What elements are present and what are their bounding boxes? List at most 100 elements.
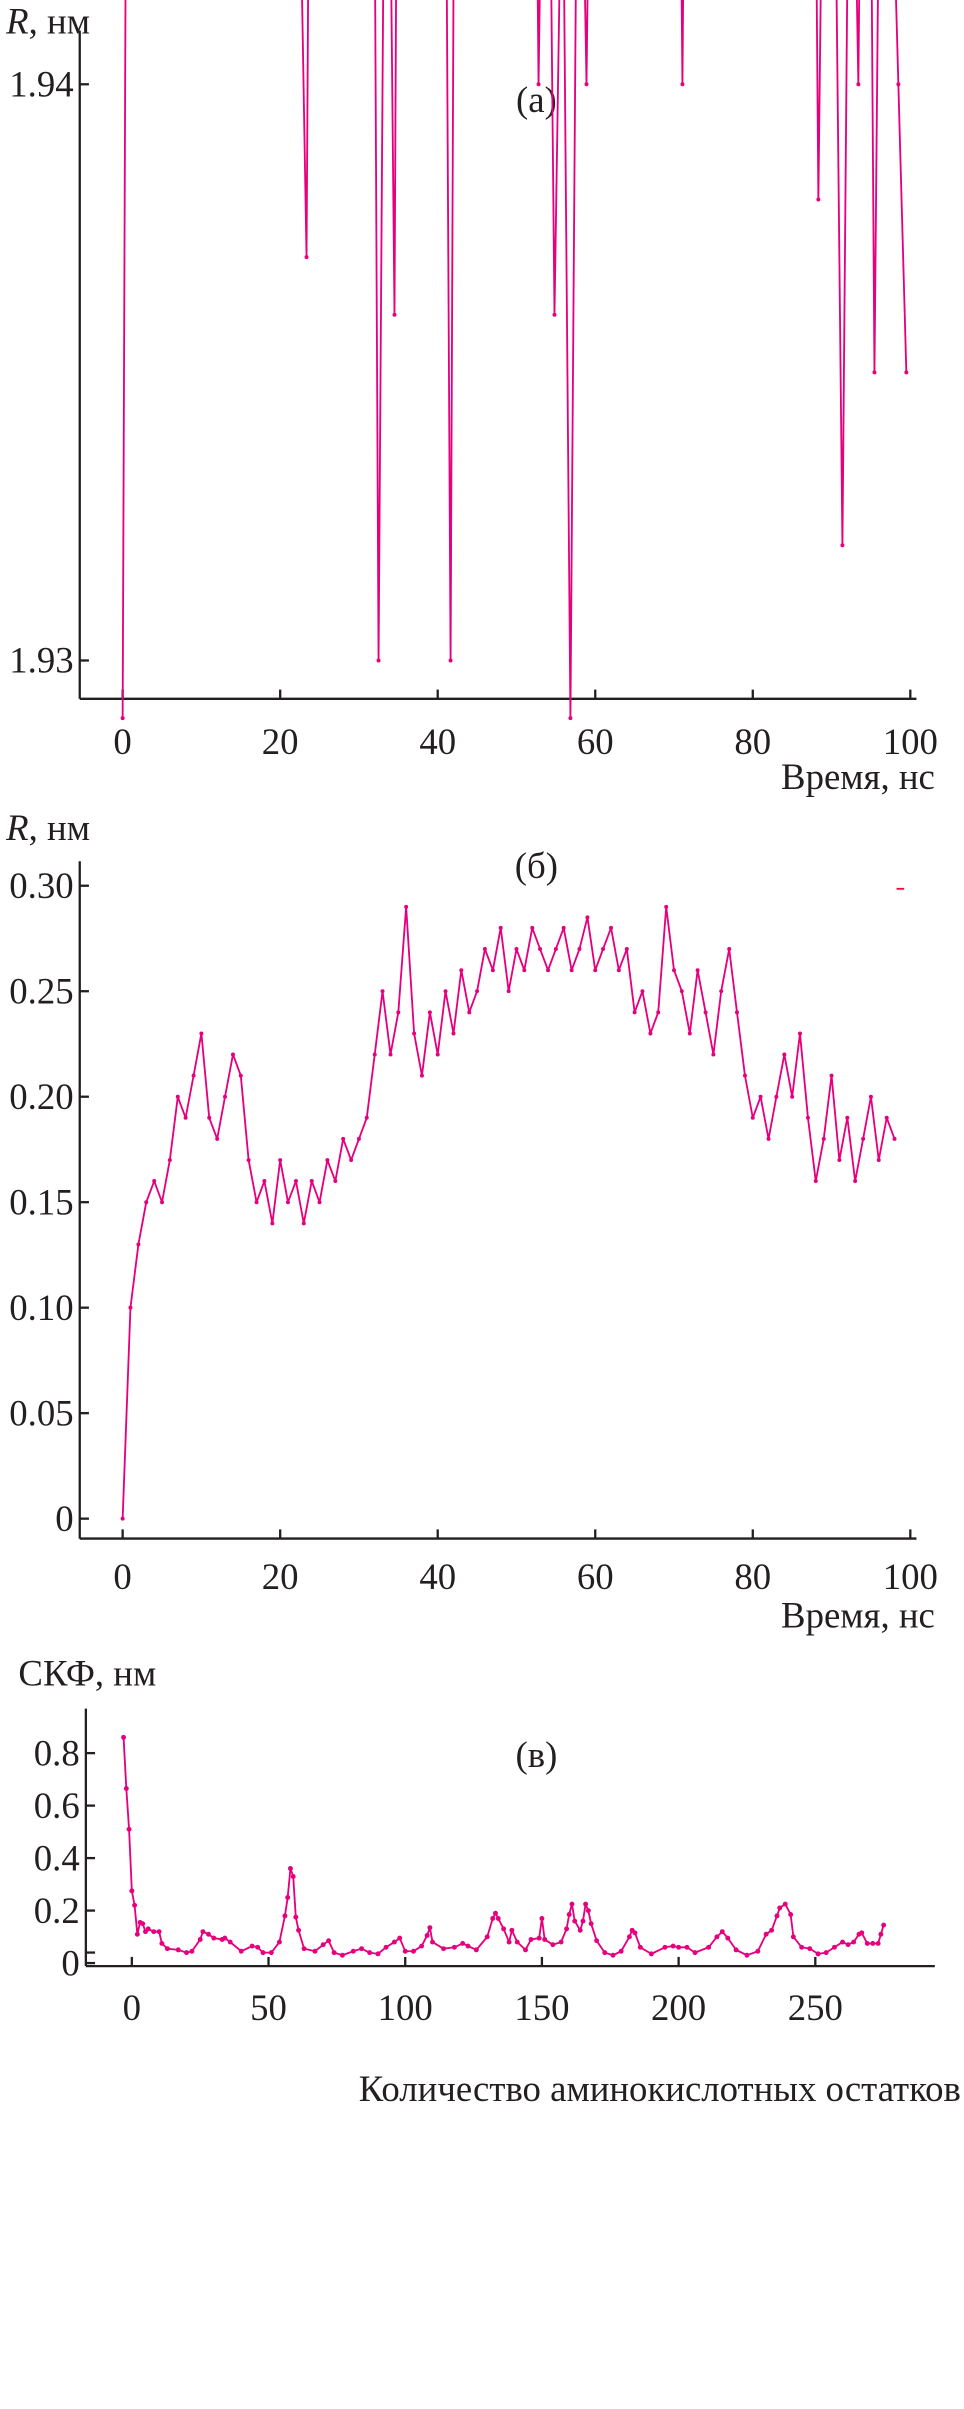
panel-c: СКФ, нм (в) Количество аминокислотных ос… xyxy=(18,1653,960,2109)
data-point xyxy=(189,1948,195,1954)
data-point xyxy=(132,1902,138,1908)
data-point xyxy=(769,1927,775,1933)
data-point xyxy=(467,1010,472,1015)
data-point xyxy=(404,904,409,909)
data-point xyxy=(304,255,309,260)
y-tick-label: 0.30 xyxy=(9,865,73,906)
x-axis-label: Количество аминокислотных остатков xyxy=(359,2068,961,2109)
x-tick-label: 40 xyxy=(419,721,456,762)
data-point xyxy=(815,1951,821,1957)
data-point xyxy=(904,370,909,375)
data-point xyxy=(528,1937,534,1942)
data-point xyxy=(145,1926,151,1932)
data-point xyxy=(396,1010,401,1015)
data-point xyxy=(884,1115,889,1120)
data-point xyxy=(782,1052,787,1057)
data-point xyxy=(160,1200,165,1205)
data-point xyxy=(372,1052,377,1057)
data-point xyxy=(813,1179,818,1184)
data-point xyxy=(136,1242,141,1247)
data-point xyxy=(790,1934,796,1940)
data-point xyxy=(583,1901,589,1907)
data-point xyxy=(725,1935,731,1941)
data-point xyxy=(451,1031,456,1036)
data-point xyxy=(536,1935,542,1941)
data-point xyxy=(797,1031,802,1036)
data-point xyxy=(542,1937,548,1942)
data-point xyxy=(679,989,684,994)
data-point xyxy=(539,1916,545,1921)
data-point xyxy=(222,1935,228,1941)
data-point xyxy=(493,1910,498,1916)
data-point xyxy=(473,1947,479,1953)
data-point xyxy=(249,1943,255,1949)
y-axis-label: R, нм xyxy=(5,807,90,848)
data-point xyxy=(624,947,629,952)
data-point xyxy=(388,1052,393,1057)
data-point xyxy=(514,947,519,952)
data-point xyxy=(577,1927,583,1933)
data-point xyxy=(593,968,598,973)
y-axis-label: СКФ, нм xyxy=(18,1653,156,1694)
data-point xyxy=(151,1929,157,1935)
data-point xyxy=(238,1073,243,1078)
x-tick-label: 0 xyxy=(113,1556,131,1597)
data-point xyxy=(246,1158,251,1163)
data-point xyxy=(823,1950,829,1956)
data-point xyxy=(719,1929,725,1935)
x-axis-label: Время, нс xyxy=(781,756,935,797)
data-point xyxy=(375,1951,381,1957)
data-point xyxy=(618,1948,624,1954)
data-point xyxy=(610,1952,616,1958)
data-point xyxy=(364,1115,369,1120)
y-tick-label: 0.6 xyxy=(34,1785,80,1826)
data-point xyxy=(637,1944,643,1950)
y-tick-label: 0.25 xyxy=(9,970,73,1011)
data-point xyxy=(441,1946,446,1952)
data-point xyxy=(129,1888,135,1894)
data-point xyxy=(896,82,901,87)
data-point xyxy=(522,968,527,973)
data-point xyxy=(402,1948,408,1954)
data-point xyxy=(821,1136,826,1141)
y-axis-label-symbol: R xyxy=(5,807,28,848)
data-point xyxy=(870,1940,876,1946)
data-point xyxy=(268,1950,274,1956)
data-point xyxy=(566,1912,572,1917)
data-point xyxy=(276,1939,282,1945)
data-point xyxy=(864,1940,870,1946)
y-tick-label: 1.94 xyxy=(9,64,73,105)
data-point xyxy=(412,1031,417,1036)
data-point xyxy=(744,1952,750,1958)
data-point xyxy=(514,1939,520,1945)
data-point xyxy=(207,1115,212,1120)
y-tick-label: 0.05 xyxy=(9,1392,73,1433)
data-point xyxy=(790,1094,795,1099)
data-point xyxy=(350,1948,356,1954)
data-point xyxy=(750,1115,755,1120)
data-point xyxy=(536,82,541,87)
data-point xyxy=(616,968,621,973)
data-point xyxy=(878,1931,884,1937)
data-point xyxy=(585,1908,591,1914)
data-point xyxy=(856,82,861,87)
data-point xyxy=(763,1931,769,1937)
data-point xyxy=(742,1073,747,1078)
data-point xyxy=(211,1935,217,1941)
data-point xyxy=(278,1158,283,1163)
data-point xyxy=(325,1158,330,1163)
x-tick-label: 200 xyxy=(651,1987,706,2028)
data-point xyxy=(851,1939,857,1945)
data-point xyxy=(523,1947,528,1953)
data-point xyxy=(367,1950,373,1956)
data-point xyxy=(706,1944,712,1950)
data-point xyxy=(262,1179,267,1184)
data-point xyxy=(301,1946,307,1952)
data-point xyxy=(167,1158,172,1163)
y-tick-label: 0.4 xyxy=(34,1837,80,1878)
x-tick-label: 60 xyxy=(577,1556,614,1597)
panel-label: (в) xyxy=(515,1734,557,1775)
data-point xyxy=(506,1939,512,1945)
data-point xyxy=(816,197,821,202)
data-point xyxy=(460,1940,466,1946)
